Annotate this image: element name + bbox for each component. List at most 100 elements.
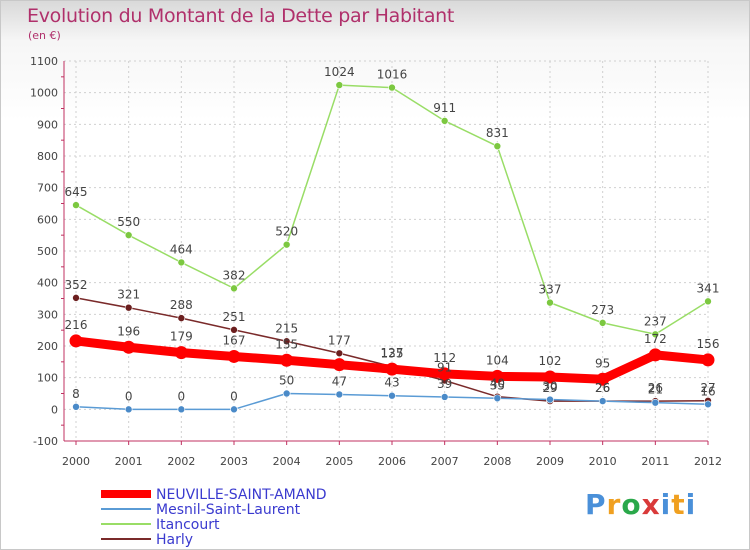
data-point (546, 395, 554, 404)
logo-letter: t (671, 488, 686, 521)
data-label: 1016 (377, 68, 408, 82)
x-tick-label: 2011 (641, 455, 669, 468)
logo-letter: x (641, 488, 661, 521)
data-point (177, 258, 186, 267)
legend-label: Harly (156, 532, 193, 548)
y-tick-label: 900 (37, 118, 58, 131)
data-label: 172 (644, 332, 667, 346)
data-point (177, 405, 186, 414)
y-tick-label: 1100 (30, 55, 58, 68)
data-label: 26 (595, 381, 610, 395)
data-point (648, 348, 662, 362)
data-point (335, 390, 344, 399)
data-point (440, 117, 449, 125)
y-tick-label: 200 (37, 340, 58, 353)
data-label: 911 (433, 101, 456, 115)
data-point (72, 402, 80, 411)
y-tick-label: 400 (37, 277, 58, 290)
data-label: 251 (223, 310, 246, 324)
data-label: 40 (490, 377, 505, 391)
data-point (332, 358, 346, 372)
legend-label: NEUVILLE-SAINT-AMAND (156, 487, 327, 503)
data-label: 29 (542, 381, 557, 395)
x-tick-label: 2009 (536, 455, 564, 468)
data-label: 95 (595, 356, 610, 370)
data-point (701, 353, 715, 367)
data-label: 550 (117, 215, 140, 229)
data-label: 1024 (324, 65, 355, 79)
data-point (598, 397, 607, 405)
data-point (543, 370, 557, 384)
data-point (177, 314, 186, 322)
data-point (704, 297, 712, 306)
data-label: 0 (230, 389, 238, 403)
data-point (69, 334, 83, 348)
data-point (385, 362, 399, 376)
x-tick-label: 2006 (378, 455, 406, 468)
data-point (124, 303, 133, 312)
data-label: 39 (437, 377, 452, 391)
data-label: 112 (433, 351, 456, 365)
y-tick-label: 100 (37, 372, 58, 385)
legend-label: Itancourt (156, 517, 220, 533)
y-tick-label: 700 (37, 182, 58, 195)
x-tick-label: 2001 (115, 455, 143, 468)
data-label: 43 (384, 376, 399, 390)
data-point (490, 369, 504, 383)
data-label: 464 (170, 242, 193, 256)
logo-letter: i (685, 488, 697, 521)
data-label: 520 (275, 225, 298, 239)
data-point (438, 367, 452, 381)
y-tick-label: 600 (37, 213, 58, 226)
data-label: 321 (117, 288, 140, 302)
data-point (282, 240, 291, 249)
data-label: 831 (486, 126, 509, 140)
data-label: 179 (170, 330, 193, 344)
data-label: 177 (328, 333, 351, 347)
logo-letter: P (585, 488, 607, 521)
y-tick-label: 500 (37, 245, 58, 258)
x-tick-label: 2012 (694, 455, 722, 468)
data-label: 0 (125, 389, 133, 403)
data-label: 91 (437, 361, 452, 375)
data-point (282, 337, 291, 346)
data-point (230, 405, 238, 414)
data-label: 102 (539, 354, 562, 368)
data-label: 135 (381, 347, 404, 361)
chart-title: Evolution du Montant de la Dette par Hab… (27, 5, 455, 27)
data-label: 30 (542, 380, 557, 394)
data-label: 196 (117, 324, 140, 338)
data-point (596, 372, 610, 386)
x-tick-label: 2010 (589, 455, 617, 468)
data-point (493, 142, 502, 150)
data-point (388, 83, 396, 92)
data-point (335, 81, 344, 89)
data-label: 104 (486, 353, 509, 367)
data-point (546, 298, 554, 307)
data-label: 167 (223, 333, 246, 347)
data-label: 26 (648, 381, 663, 395)
data-point (280, 353, 294, 367)
x-tick-label: 2004 (273, 455, 301, 468)
data-point (704, 400, 712, 409)
y-tick-label: 800 (37, 150, 58, 163)
data-label: 26 (595, 381, 610, 395)
y-tick-label: 0 (51, 403, 58, 416)
data-point (72, 201, 80, 209)
x-tick-label: 2005 (325, 455, 353, 468)
data-label: 16 (700, 384, 715, 398)
data-label: 156 (697, 337, 720, 351)
data-point (440, 393, 449, 401)
proxiti-logo: Proxiti (585, 488, 696, 521)
data-point (227, 349, 241, 363)
data-point (230, 284, 238, 293)
data-point (72, 294, 80, 302)
data-label: 341 (697, 281, 720, 295)
y-tick-label: 1000 (30, 87, 58, 100)
logo-letter: o (621, 488, 642, 521)
data-label: 645 (65, 185, 88, 199)
data-point (124, 405, 133, 414)
data-label: 8 (72, 387, 80, 401)
